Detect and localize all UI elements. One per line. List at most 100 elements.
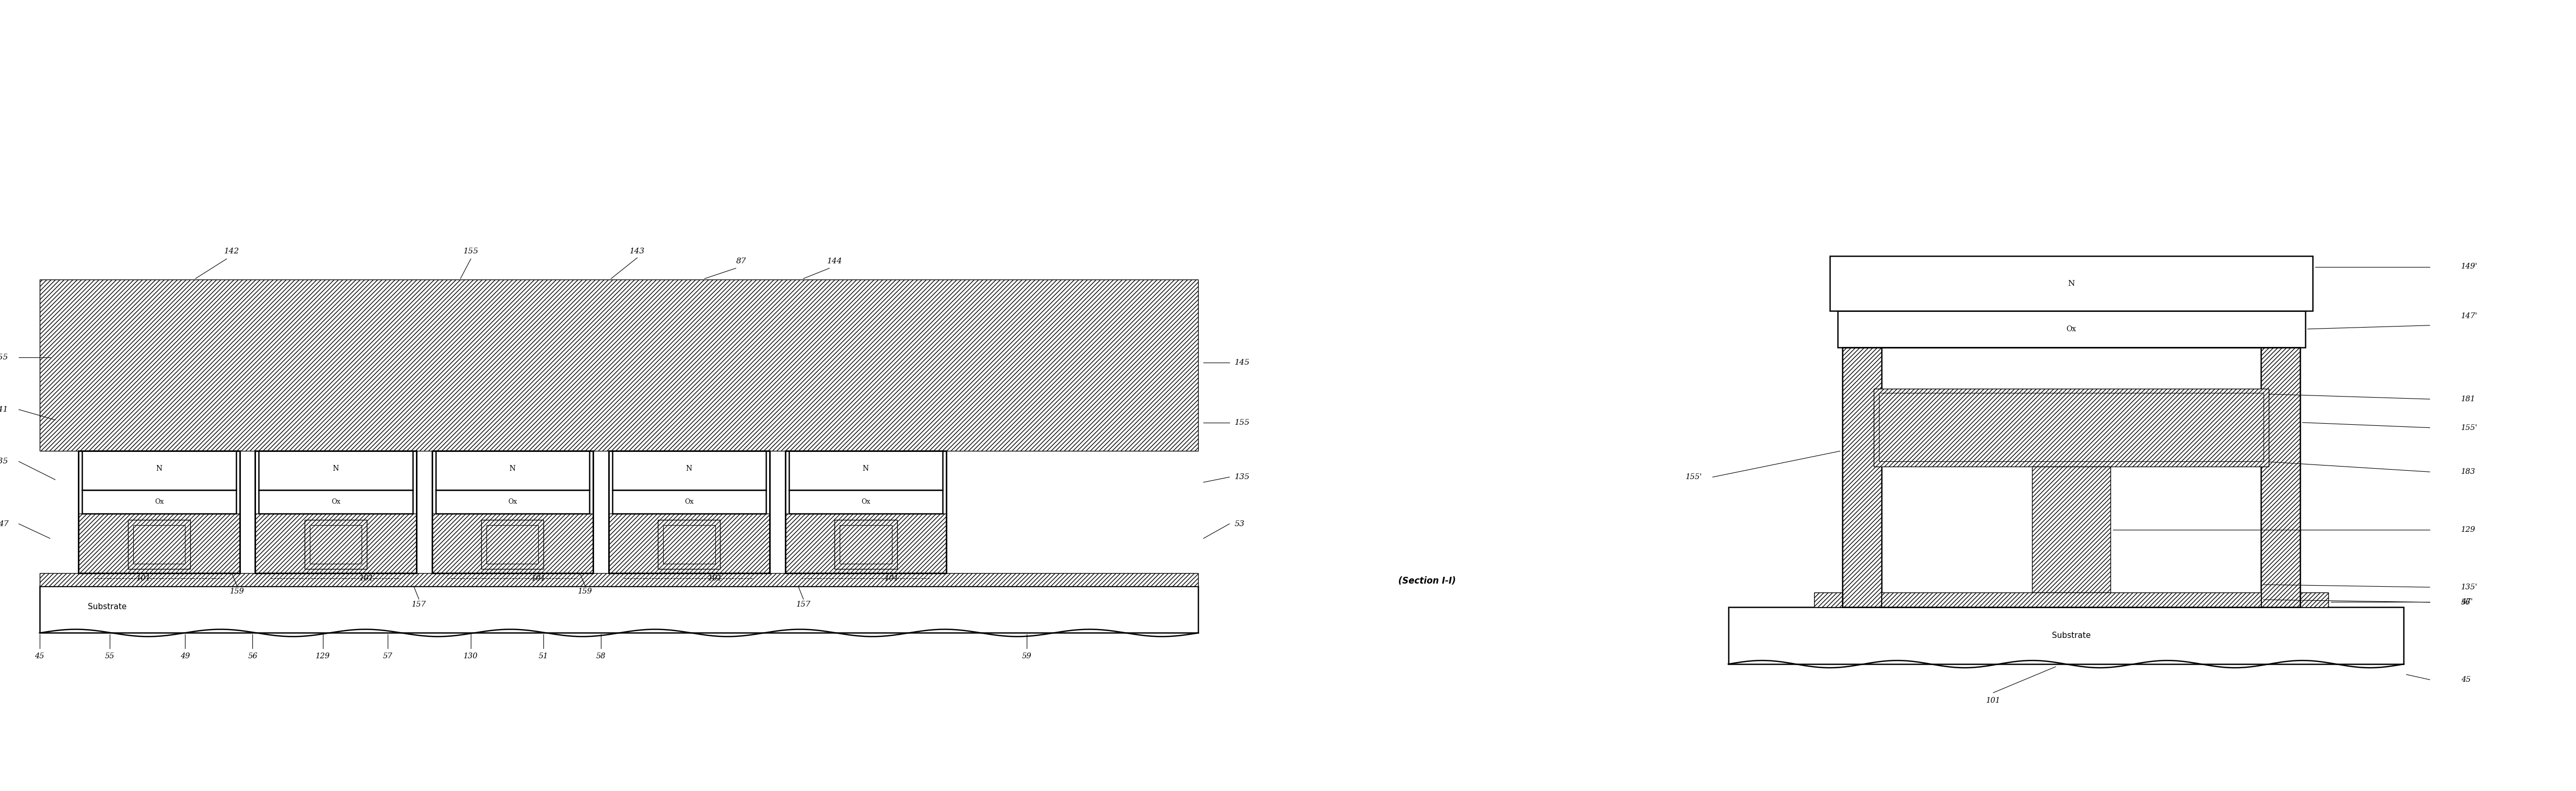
Text: 101: 101 xyxy=(361,575,374,582)
Bar xyxy=(1880,592,2262,607)
Text: Ox: Ox xyxy=(860,498,871,505)
Bar xyxy=(608,451,770,573)
Bar xyxy=(1842,347,2300,607)
Text: 101: 101 xyxy=(884,575,899,582)
Bar xyxy=(433,451,592,573)
Text: Ox: Ox xyxy=(507,498,518,505)
Bar xyxy=(77,451,240,573)
Text: 47: 47 xyxy=(0,520,8,528)
Text: 101: 101 xyxy=(1986,697,2002,704)
Bar xyxy=(255,451,417,573)
Bar xyxy=(1837,311,2306,347)
Text: 56: 56 xyxy=(2460,599,2470,606)
Text: Substrate: Substrate xyxy=(2053,632,2092,639)
Text: 181: 181 xyxy=(2460,396,2476,403)
Text: 142: 142 xyxy=(224,248,240,255)
Text: Ox: Ox xyxy=(2066,325,2076,333)
Text: 155: 155 xyxy=(1234,419,1249,426)
Text: Ox: Ox xyxy=(332,498,340,505)
Bar xyxy=(482,520,544,569)
Text: 101: 101 xyxy=(531,575,546,582)
Text: 59: 59 xyxy=(1023,653,1030,660)
Text: 55: 55 xyxy=(106,653,113,660)
Bar xyxy=(608,451,770,573)
Text: 51: 51 xyxy=(538,653,549,660)
Bar xyxy=(304,520,366,569)
Text: 47': 47' xyxy=(2460,598,2473,605)
Bar xyxy=(786,451,945,573)
Bar xyxy=(608,451,770,573)
Text: N: N xyxy=(2069,280,2074,287)
Text: 149': 149' xyxy=(2460,263,2478,271)
Bar xyxy=(77,451,240,573)
Bar xyxy=(608,451,770,573)
Text: 183: 183 xyxy=(2460,468,2476,475)
Bar xyxy=(39,573,1198,586)
Bar xyxy=(255,513,417,573)
Bar xyxy=(1880,347,2262,607)
Text: 155': 155' xyxy=(1685,473,1703,481)
Text: N: N xyxy=(863,465,868,472)
Text: Ox: Ox xyxy=(685,498,693,505)
Text: 155: 155 xyxy=(464,248,479,255)
Text: 155': 155' xyxy=(2460,424,2478,431)
Text: 45: 45 xyxy=(2460,676,2470,683)
Bar xyxy=(435,490,590,513)
Bar xyxy=(613,451,765,490)
Text: N: N xyxy=(510,465,515,472)
Bar xyxy=(309,525,361,564)
Text: 157: 157 xyxy=(412,600,425,608)
Bar xyxy=(433,513,592,573)
Bar xyxy=(788,490,943,513)
Text: 135: 135 xyxy=(1234,473,1249,481)
Bar xyxy=(433,451,592,573)
Text: 143: 143 xyxy=(629,248,644,255)
Text: 87: 87 xyxy=(737,258,747,265)
Bar xyxy=(487,525,538,564)
Bar xyxy=(39,586,1198,633)
Bar xyxy=(786,451,945,573)
Bar xyxy=(657,520,721,569)
Text: 101: 101 xyxy=(708,575,721,582)
Text: 58: 58 xyxy=(595,653,605,660)
Text: 101: 101 xyxy=(137,575,152,582)
Bar xyxy=(1842,347,2300,607)
Bar xyxy=(77,451,240,573)
Text: N: N xyxy=(157,465,162,472)
Bar xyxy=(433,451,592,573)
Text: 135': 135' xyxy=(2460,584,2478,591)
Text: 53: 53 xyxy=(1234,520,1244,528)
Bar xyxy=(786,451,945,573)
Bar xyxy=(788,451,943,490)
Bar xyxy=(39,280,1198,451)
Text: 159: 159 xyxy=(577,588,592,595)
Text: 135: 135 xyxy=(0,458,8,465)
Bar xyxy=(255,451,417,573)
Text: 130: 130 xyxy=(464,653,479,660)
Bar xyxy=(1878,393,2264,461)
Bar xyxy=(82,451,237,490)
Bar xyxy=(1873,388,2269,467)
Bar xyxy=(77,451,240,573)
Bar xyxy=(613,490,765,513)
Bar xyxy=(129,520,191,569)
Text: 157: 157 xyxy=(796,600,811,608)
Text: 141: 141 xyxy=(0,406,8,413)
Text: 144: 144 xyxy=(827,258,842,265)
Text: (Section I-I): (Section I-I) xyxy=(1399,577,1455,585)
Bar xyxy=(258,490,412,513)
Bar xyxy=(2300,592,2329,607)
Text: 49: 49 xyxy=(180,653,191,660)
Bar xyxy=(840,525,891,564)
Bar xyxy=(77,513,240,573)
Text: 57: 57 xyxy=(384,653,392,660)
Text: 129: 129 xyxy=(314,653,330,660)
Text: 45: 45 xyxy=(33,653,44,660)
Text: N: N xyxy=(685,465,693,472)
Bar xyxy=(255,451,417,573)
Text: 155: 155 xyxy=(0,354,8,361)
Bar xyxy=(1728,607,2403,664)
Bar xyxy=(258,451,412,490)
Text: 145: 145 xyxy=(1234,359,1249,366)
Bar xyxy=(835,520,896,569)
